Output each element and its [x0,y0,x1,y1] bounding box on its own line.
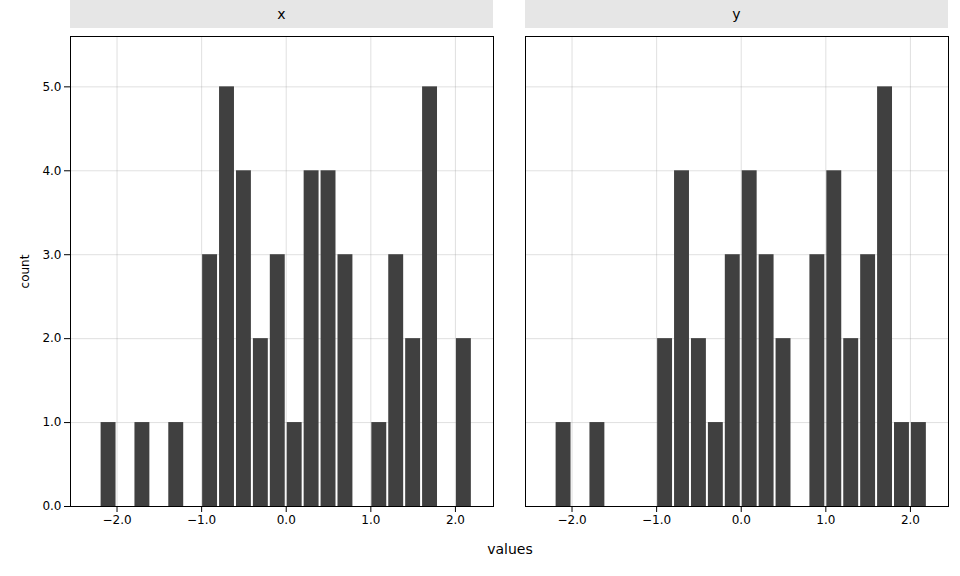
svg-text:0.0: 0.0 [42,499,61,513]
html-text:y: y [732,6,741,22]
svg-text:5.0: 5.0 [42,80,61,94]
svg-text:−1.0: −1.0 [187,513,216,527]
svg-text:2.0: 2.0 [446,513,465,527]
svg-text:−2.0: −2.0 [557,513,586,527]
svg-text:−2.0: −2.0 [102,513,131,527]
svg-text:2.0: 2.0 [901,513,920,527]
svg-text:3.0: 3.0 [42,248,61,262]
svg-text:1.0: 1.0 [816,513,835,527]
html-text:x: x [277,6,286,22]
svg-text:1.0: 1.0 [361,513,380,527]
svg-text:count: count [18,254,32,288]
svg-text:0.0: 0.0 [732,513,751,527]
svg-text:4.0: 4.0 [42,164,61,178]
html-text:values: values [487,541,533,557]
svg-text:2.0: 2.0 [42,331,61,345]
svg-text:0.0: 0.0 [277,513,296,527]
svg-text:−1.0: −1.0 [642,513,671,527]
svg-text:1.0: 1.0 [42,415,61,429]
